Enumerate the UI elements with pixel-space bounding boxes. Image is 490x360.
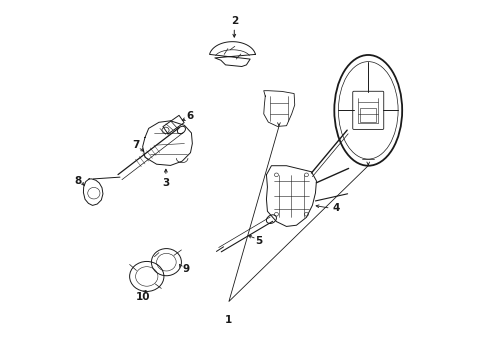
Bar bbox=[360, 108, 376, 122]
Text: 9: 9 bbox=[182, 264, 189, 274]
Text: 3: 3 bbox=[162, 178, 170, 188]
Text: 2: 2 bbox=[231, 15, 238, 26]
Text: 7: 7 bbox=[132, 140, 140, 150]
Text: 6: 6 bbox=[186, 111, 193, 121]
Text: 10: 10 bbox=[136, 292, 150, 302]
Text: 1: 1 bbox=[225, 315, 233, 325]
Text: 8: 8 bbox=[74, 176, 82, 186]
Text: 5: 5 bbox=[256, 236, 263, 246]
Text: 4: 4 bbox=[333, 203, 340, 213]
